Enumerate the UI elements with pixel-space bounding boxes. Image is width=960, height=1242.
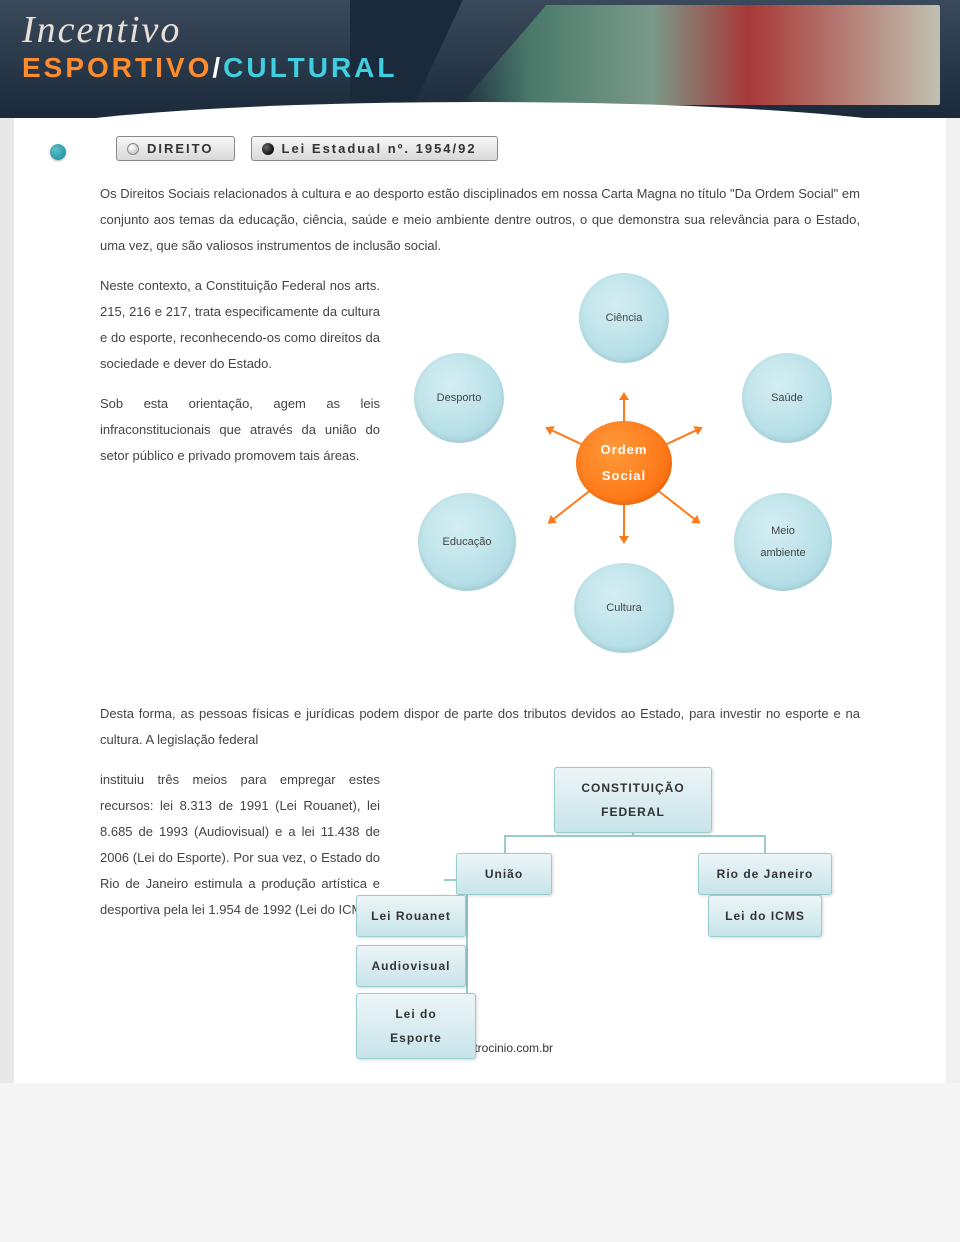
org-connector xyxy=(504,835,764,837)
org-audiovisual: Audiovisual xyxy=(356,945,466,987)
paragraph-2: Neste contexto, a Constituição Federal n… xyxy=(100,273,380,377)
org-esporte: Lei do Esporte xyxy=(356,993,476,1059)
node-meio: Meio ambiente xyxy=(734,493,832,591)
node-saude: Saúde xyxy=(742,353,832,443)
bullet-white-icon xyxy=(127,143,139,155)
tab-lei: Lei Estadual nº. 1954/92 xyxy=(251,136,498,161)
node-desporto: Desporto xyxy=(414,353,504,443)
header-slash: / xyxy=(212,52,223,83)
org-uniao: União xyxy=(456,853,552,895)
org-icms: Lei do ICMS xyxy=(708,895,822,937)
paragraph-4a: Desta forma, as pessoas físicas e jurídi… xyxy=(100,701,860,753)
org-connector xyxy=(764,835,766,853)
org-chart: CONSTITUIÇÃO FEDERAL União Rio de Janeir… xyxy=(404,767,860,1027)
header-word-cyan: CULTURAL xyxy=(223,52,397,83)
org-rj: Rio de Janeiro xyxy=(698,853,832,895)
header-main-title: ESPORTIVO/CULTURAL xyxy=(22,52,398,84)
org-rouanet: Lei Rouanet xyxy=(356,895,466,937)
tab-lei-label: Lei Estadual nº. 1954/92 xyxy=(282,141,477,156)
header-photo xyxy=(460,5,940,105)
tab-direito: DIREITO xyxy=(116,136,235,161)
radial-diagram: Ordem Social Ciência Saúde Meio ambiente… xyxy=(404,273,844,653)
center-node: Ordem Social xyxy=(576,421,672,505)
paragraph-1: Os Direitos Sociais relacionados à cultu… xyxy=(100,181,860,259)
header-banner: Incentivo ESPORTIVO/CULTURAL xyxy=(0,0,960,118)
org-connector xyxy=(504,835,506,853)
paragraph-4b: instituiu três meios para empregar estes… xyxy=(100,767,380,923)
node-educacao: Educação xyxy=(418,493,516,591)
node-ciencia: Ciência xyxy=(579,273,669,363)
org-connector xyxy=(466,879,468,1007)
header-word-orange: ESPORTIVO xyxy=(22,52,212,83)
footer-url: www.leidepatrocinio.com.br xyxy=(48,1027,912,1073)
section-marker-dot xyxy=(50,144,66,160)
paragraph-3: Sob esta orientação, agem as leis infrac… xyxy=(100,391,380,469)
bullet-black-icon xyxy=(262,143,274,155)
org-root: CONSTITUIÇÃO FEDERAL xyxy=(554,767,712,833)
node-cultura: Cultura xyxy=(574,563,674,653)
tab-direito-label: DIREITO xyxy=(147,141,214,156)
tabs-row: DIREITO Lei Estadual nº. 1954/92 xyxy=(116,136,912,161)
header-script-text: Incentivo xyxy=(22,8,181,52)
